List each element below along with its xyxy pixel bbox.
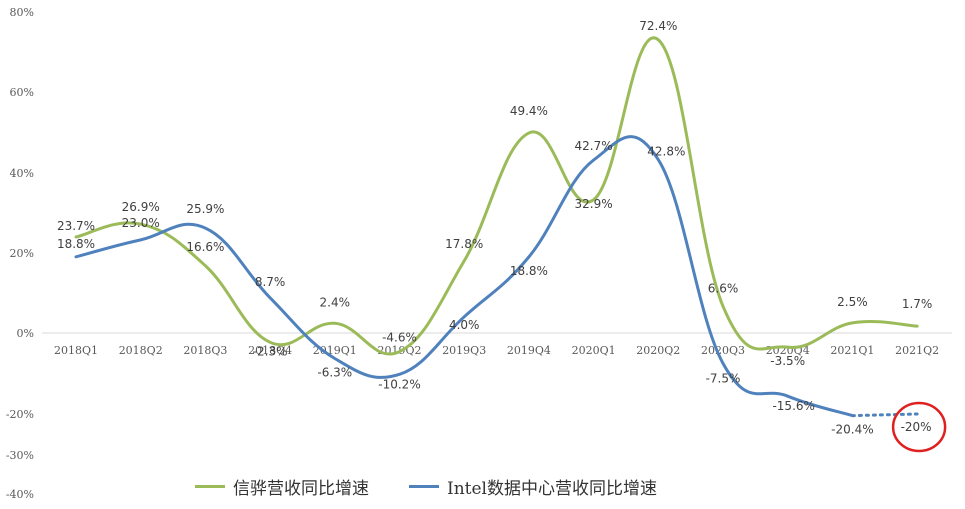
- data-label: -4.6%: [382, 331, 417, 345]
- data-label: 18.8%: [57, 237, 95, 251]
- series-lines: [74, 36, 919, 418]
- data-label: -3.5%: [770, 354, 805, 368]
- highlight-circle: [891, 401, 947, 453]
- data-label: 26.9%: [122, 200, 160, 214]
- data-label: 42.8%: [647, 145, 685, 159]
- data-label: 1.7%: [902, 297, 933, 311]
- annotation-layer: [891, 401, 947, 453]
- x-tick-label: 2018Q2: [119, 344, 163, 357]
- data-label: -15.6%: [772, 399, 814, 413]
- data-label: 18.8%: [510, 264, 548, 278]
- x-tick-label: 2020Q2: [636, 344, 680, 357]
- x-tick-label: 2019Q3: [442, 344, 486, 357]
- x-tick-label: 2019Q1: [313, 344, 357, 357]
- data-label: -10.2%: [378, 377, 420, 391]
- data-label: 2.5%: [837, 295, 868, 309]
- legend-item-intel: Intel数据中心营收同比增速: [409, 474, 657, 499]
- data-label: -7.5%: [706, 371, 741, 385]
- data-labels: 23.7% 26.9% 16.6% -2.3% 2.4% -4.6% 17.8% 49.4% 3…: [57, 19, 932, 437]
- y-tick-label: 0%: [17, 327, 34, 340]
- data-label: 23.0%: [122, 216, 160, 230]
- data-label: 23.7%: [57, 219, 95, 233]
- y-tick-label: -40%: [6, 488, 34, 501]
- y-tick-label: -20%: [6, 408, 34, 421]
- data-label: -20%: [901, 420, 932, 434]
- data-label: -2.3%: [253, 344, 288, 358]
- y-tick-label: 60%: [10, 86, 34, 99]
- series-line-1-projection: [850, 412, 919, 418]
- y-tick-label: 80%: [10, 6, 34, 19]
- data-label: -6.3%: [317, 366, 352, 380]
- y-axis-ticks: -40% -30% -20% 0% 20% 40% 60% 80%: [6, 6, 34, 501]
- data-label: 32.9%: [575, 197, 613, 211]
- x-tick-label: 2019Q4: [507, 344, 551, 357]
- series-line-1: [74, 135, 854, 418]
- data-label: 8.7%: [255, 275, 286, 289]
- legend: 信骅营收同比增速 Intel数据中心营收同比增速: [195, 474, 657, 499]
- legend-label-intel: Intel数据中心营收同比增速: [447, 479, 657, 499]
- y-tick-label: -30%: [6, 449, 34, 462]
- data-label: 49.4%: [510, 104, 548, 118]
- x-tick-label: 2018Q3: [183, 344, 227, 357]
- legend-item-xinhua: 信骅营收同比增速: [195, 474, 369, 499]
- data-label: 2.4%: [320, 295, 351, 309]
- y-tick-label: 40%: [10, 167, 34, 180]
- data-label: 17.8%: [445, 237, 483, 251]
- data-label: 4.0%: [449, 318, 480, 332]
- legend-label-xinhua: 信骅营收同比增速: [233, 479, 369, 499]
- x-tick-label: 2020Q1: [572, 344, 616, 357]
- data-label: 6.6%: [708, 281, 739, 295]
- x-tick-label: 2021Q2: [895, 344, 939, 357]
- x-tick-label: 2018Q1: [54, 344, 98, 357]
- data-label: 72.4%: [639, 19, 677, 33]
- data-label: 42.7%: [575, 139, 613, 153]
- x-tick-label: 2018Q4: [248, 344, 292, 357]
- series-line-0: [74, 36, 919, 356]
- x-tick-label: 2021Q1: [830, 344, 874, 357]
- data-label: 25.9%: [186, 202, 224, 216]
- y-tick-label: 20%: [10, 247, 34, 260]
- x-tick-label: 2020Q3: [701, 344, 745, 357]
- x-axis-ticks: 2018Q1 2018Q2 2018Q3 2018Q4 2019Q1 2019Q2 2019…: [54, 344, 939, 357]
- data-label: -20.4%: [831, 423, 873, 437]
- legend-swatch-xinhua: [195, 485, 225, 488]
- data-label: 16.6%: [186, 240, 224, 254]
- legend-swatch-intel: [409, 485, 439, 488]
